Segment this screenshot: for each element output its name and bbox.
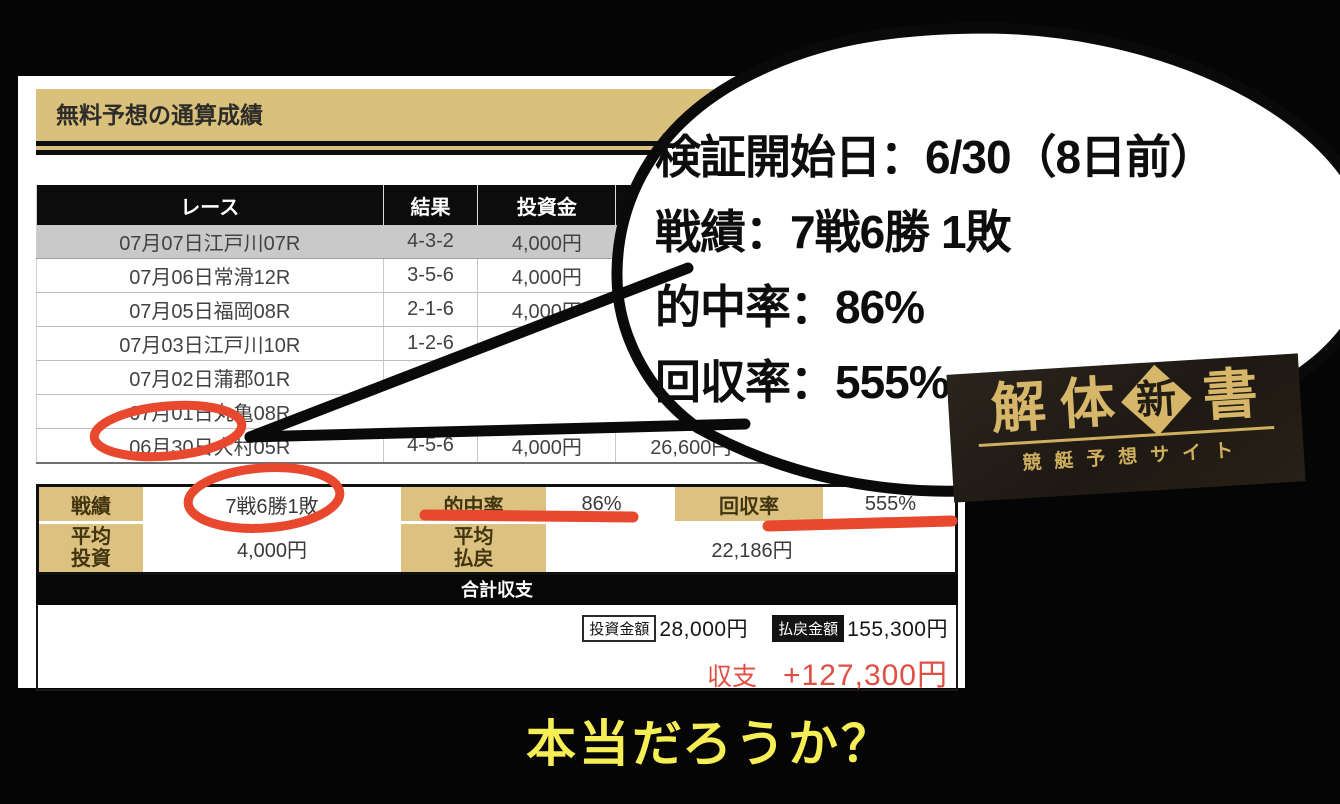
column-header-race: レース (36, 185, 384, 225)
payout-amount-value: 155,300円 (847, 618, 948, 641)
divider-line-top (36, 141, 958, 146)
invest-amount-value: 28,000円 (659, 618, 749, 641)
race-cell: 06月30日大村05R (36, 428, 384, 464)
payout-amount-label: 払戻金額 (772, 614, 845, 642)
payout-cell: 26,600円 (615, 428, 767, 464)
summary-spacer (657, 487, 672, 521)
bubble-line-record: 戦績：7戦6勝 1敗 (655, 206, 1012, 258)
result-cell: 1-2-6 (383, 326, 479, 361)
result-cell: 2-1-6 (383, 292, 479, 327)
result-cell: 4-5-6 (383, 428, 479, 464)
result-cell: 1 (383, 360, 479, 395)
return-rate-label: 回収率 (675, 487, 823, 521)
return-rate-value: 555% (864, 492, 917, 515)
balance-label: 収支 (707, 663, 758, 691)
logo-diamond-icon: 新 (1120, 364, 1192, 436)
total-balance-box: 投資金額 28,000円 払戻金額 155,300円 収支 +127,300円 (36, 605, 958, 694)
result-cell: 3-5-6 (383, 258, 479, 293)
site-logo: 解体 新 書 競艇予想サイト (946, 353, 1306, 503)
result-cell: 4-3-2 (383, 225, 479, 259)
avg-invest-label: 平均 投資 (39, 524, 143, 572)
bubble-line-start-date: 検証開始日：6/30（8日前） (655, 131, 1216, 183)
column-header-result: 結果 (383, 185, 479, 225)
race-cell: 07月07日江戸川07R (36, 225, 384, 259)
race-cell: 07月02日蒲郡01R (36, 360, 384, 395)
invest-cell: 4,000円 (477, 428, 617, 464)
bubble-line-hit-rate: 的中率：86% (655, 281, 925, 333)
invest-cell: 4,000円 (477, 394, 617, 429)
invest-cell: 4,000円 (477, 225, 617, 259)
race-cell: 07月05日福岡08R (36, 292, 384, 327)
caption-text: 本当だろうか？ (526, 716, 894, 772)
invest-cell: 4,000円 (477, 360, 617, 395)
totals-amounts-row: 投資金額 28,000円 払戻金額 155,300円 (38, 613, 948, 643)
total-balance-bar: 合計収支 (36, 575, 958, 605)
summary-table: 戦績 7戦6勝1敗 的中率 86% 回収率 555% 平均 投資 4,000円 … (36, 484, 958, 575)
divider-gap (36, 146, 958, 150)
balance-value: +127,300円 (783, 659, 948, 692)
hit-rate-value: 86% (581, 492, 622, 515)
invest-cell: 4,000円 (477, 292, 617, 327)
logo-title-diamond-char: 新 (1134, 375, 1178, 424)
invest-cell: 4,000円 (477, 258, 617, 293)
table-row: 06月30日大村05R 4-5-6 4,000円 26,600円 (36, 428, 958, 464)
panel-title: 無料予想の通算成績 (56, 102, 263, 128)
logo-title-left: 解体 (989, 370, 1131, 441)
column-header-invest: 投資金 (477, 185, 617, 225)
invest-amount-label: 投資金額 (582, 614, 657, 642)
record-value: 7戦6勝1敗 (225, 495, 319, 518)
race-cell: 07月06日常滑12R (36, 258, 384, 293)
race-cell: 07月01日丸亀08R (36, 394, 384, 429)
divider-line-bottom (36, 150, 958, 155)
record-label: 戦績 (39, 487, 143, 521)
invest-cell: 4,000円 (477, 326, 617, 361)
logo-title-right: 書 (1200, 362, 1260, 428)
race-cell: 07月03日江戸川10R (36, 326, 384, 361)
result-cell: 1-5-2 (383, 394, 479, 429)
avg-payout-value: 22,186円 (711, 539, 793, 562)
hit-rate-label: 的中率 (401, 487, 546, 521)
extra-cell (765, 428, 958, 464)
avg-payout-label: 平均 払戻 (401, 524, 546, 572)
avg-invest-value: 4,000円 (236, 539, 308, 562)
balance-row: 収支 +127,300円 (38, 650, 948, 694)
